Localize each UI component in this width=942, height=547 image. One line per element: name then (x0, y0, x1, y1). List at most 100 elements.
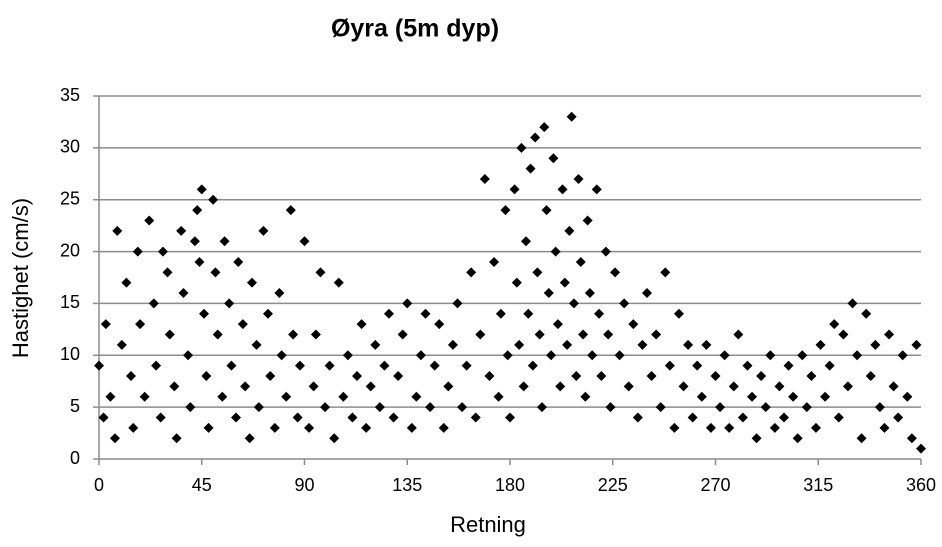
x-tick-label: 0 (94, 475, 104, 495)
point (683, 339, 694, 350)
point (833, 412, 844, 423)
x-tick-label: 360 (906, 475, 936, 495)
point (178, 288, 189, 299)
point (274, 288, 285, 299)
point (135, 319, 146, 330)
point (628, 319, 639, 330)
point (783, 360, 794, 371)
point (760, 402, 771, 413)
point (532, 267, 543, 278)
point (285, 205, 296, 216)
point (370, 339, 381, 350)
y-axis-label: Hastighet (cm/s) (8, 198, 33, 358)
point (210, 267, 221, 278)
point (820, 391, 831, 402)
point (288, 329, 299, 340)
point (692, 360, 703, 371)
point (352, 371, 363, 382)
point (847, 298, 858, 309)
point (347, 412, 358, 423)
x-tick-label: 135 (392, 475, 422, 495)
point (231, 412, 241, 423)
point (610, 267, 621, 278)
point (541, 205, 552, 216)
point (333, 277, 344, 288)
point (906, 433, 917, 444)
point (742, 360, 753, 371)
point (566, 111, 577, 122)
point (874, 402, 885, 413)
point (361, 422, 372, 433)
point (765, 350, 776, 361)
x-tick-label: 180 (495, 475, 525, 495)
point (461, 360, 472, 371)
y-tick-label: 0 (70, 448, 80, 468)
point (584, 288, 595, 299)
point (673, 308, 684, 319)
point (696, 391, 707, 402)
point (132, 246, 143, 257)
point (151, 360, 162, 371)
point (199, 308, 210, 319)
point (614, 350, 625, 361)
point (801, 402, 812, 413)
point (393, 371, 404, 382)
point (212, 329, 223, 340)
point (324, 360, 335, 371)
point (452, 298, 463, 309)
point (253, 402, 264, 413)
point (415, 350, 426, 361)
point (856, 433, 867, 444)
point (774, 381, 785, 392)
y-tick-label: 30 (60, 137, 80, 157)
point (559, 277, 570, 288)
point (144, 215, 155, 226)
point (516, 142, 527, 153)
point (125, 371, 136, 382)
point (484, 371, 495, 382)
point (148, 298, 159, 309)
point (571, 371, 582, 382)
point (429, 360, 440, 371)
point (555, 381, 566, 392)
point (365, 381, 376, 392)
point (511, 277, 522, 288)
point (536, 402, 547, 413)
point (411, 391, 422, 402)
point (530, 132, 541, 143)
point (116, 339, 127, 350)
point (815, 339, 826, 350)
point (751, 433, 762, 444)
y-tick-label: 5 (70, 396, 80, 416)
point (792, 433, 803, 444)
point (520, 236, 531, 247)
point (655, 402, 666, 413)
point (575, 256, 586, 267)
point (112, 225, 123, 236)
point (94, 360, 104, 371)
point (329, 433, 340, 444)
point (105, 391, 116, 402)
point (304, 422, 315, 433)
point (879, 422, 890, 433)
point (788, 391, 799, 402)
point (505, 412, 515, 423)
point (568, 298, 579, 309)
point (196, 184, 207, 195)
point (546, 350, 557, 361)
point (162, 267, 173, 278)
point (356, 319, 367, 330)
point (870, 339, 881, 350)
point (251, 339, 262, 350)
point (226, 360, 237, 371)
point (258, 225, 269, 236)
point (897, 350, 908, 361)
point (201, 371, 212, 382)
point (550, 246, 561, 257)
point (797, 350, 808, 361)
point (194, 256, 205, 267)
point (217, 391, 228, 402)
point (737, 412, 748, 423)
point (185, 402, 196, 413)
